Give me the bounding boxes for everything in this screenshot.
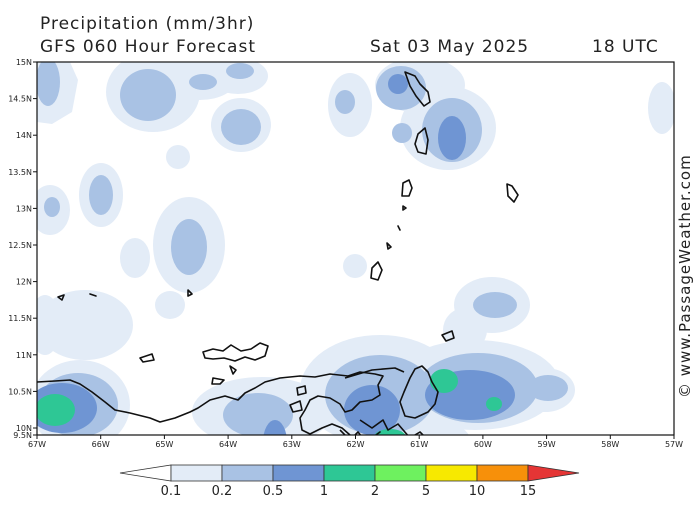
lat-tick-13.5N: 13.5N [8,168,37,177]
lat-tick-15N: 15N [16,58,37,67]
lon-label: 67W [28,440,46,449]
lon-label: 57W [665,440,683,449]
coast-bonaire-curacao [139,353,155,363]
coast-martinique [404,71,431,107]
lon-label: 66W [92,440,110,449]
lon-tick-57W: 57W [665,435,683,449]
coast-tobago [441,330,455,342]
coast-venezuela [37,371,384,435]
colorbar-bin-1-2 [323,464,376,482]
lat-tick-9.5N: 9.5N [13,431,37,440]
colorbar-label: 0.5 [263,484,284,499]
map-area [37,62,674,435]
coast-paria [344,367,405,379]
colorbar-bin-10-15 [476,464,529,482]
coast-delta [359,419,425,435]
forecast-date: Sat 03 May 2025 [370,37,530,57]
colorbar-high-arrow [527,464,580,482]
colorbar-low-arrow [119,464,172,482]
lat-tick-14N: 14N [16,131,37,140]
lon-tick-62W: 62W [346,435,365,449]
chart-title: Precipitation (mm/3hr) [40,14,255,34]
lon-tick-64W: 64W [219,435,237,449]
coast-margarita [202,342,269,362]
lon-tick-60W: 60W [474,435,492,449]
lat-tick-14.5N: 14.5N [8,95,37,104]
colorbar-labels: 0.1 0.2 0.5 1 2 5 10 15 [161,484,537,499]
lat-label: 13N [16,204,32,213]
lat-label: 12N [16,278,32,287]
forecast-time: 18 UTC [592,37,659,57]
lon-axis: 67W 66W 65W 64W 63W 62W 61W 60W 59W 58W … [28,435,683,449]
lat-tick-12.5N: 12.5N [8,241,37,250]
colorbar-label: 5 [422,484,430,499]
lon-label: 61W [410,440,428,449]
coast-trinidad [399,365,439,419]
lat-label: 12.5N [8,241,32,250]
colorbar-label: 1 [320,484,328,499]
colorbar-label: 2 [371,484,379,499]
colorbar-bin-5-10 [425,464,478,482]
lon-label: 65W [155,440,173,449]
colorbar-label: 10 [469,484,486,499]
colorbar-bin-0.1-0.2 [170,464,223,482]
lat-label: 11N [16,351,32,360]
lat-tick-13N: 13N [16,204,37,213]
coastlines [37,71,519,435]
lon-tick-61W: 61W [410,435,428,449]
lat-tick-12N: 12N [16,278,37,287]
lat-label: 14.5N [8,95,32,104]
lon-tick-66W: 66W [92,435,110,449]
lon-label: 64W [219,440,237,449]
lon-label: 59W [538,440,556,449]
lon-tick-67W: 67W [28,435,46,449]
colorbar-bin-2-5 [374,464,427,482]
lon-tick-59W: 59W [538,435,556,449]
lon-tick-58W: 58W [601,435,619,449]
lat-label: 15N [16,58,32,67]
colorbar-bin-0.2-0.5 [221,464,274,482]
lon-label: 62W [346,440,364,449]
lon-tick-65W: 65W [155,435,174,449]
lat-axis: 15N 14.5N 14N 13.5N 13N 12.5N 12N 11.5N … [8,58,37,440]
coast-stvincent [401,179,413,197]
coast-grenada [370,261,383,281]
lat-tick-10N: 10N [16,424,37,433]
lon-label: 60W [474,440,492,449]
lon-tick-63W: 63W [283,435,301,449]
colorbar-label: 15 [520,484,537,499]
lat-label: 10N [16,424,32,433]
colorbar-label: 0.2 [212,484,233,499]
lat-tick-10.5N: 10.5N [8,387,37,396]
lat-label: 9.5N [13,431,32,440]
lat-label: 13.5N [8,168,32,177]
model-label: GFS 060 Hour Forecast [40,37,256,57]
lon-label: 63W [283,440,301,449]
lat-label: 10.5N [8,387,32,396]
colorbar-label: 0.1 [161,484,182,499]
lon-label: 58W [601,440,619,449]
lat-tick-11N: 11N [16,351,37,360]
coast-stlucia [414,127,429,155]
colorbar [119,464,580,482]
coast-barbados [506,183,519,203]
colorbar-bin-0.5-1 [272,464,325,482]
lat-tick-11.5N: 11.5N [8,314,37,323]
precip-heavy [37,369,502,435]
lat-label: 14N [16,131,32,140]
lat-label: 11.5N [8,314,32,323]
